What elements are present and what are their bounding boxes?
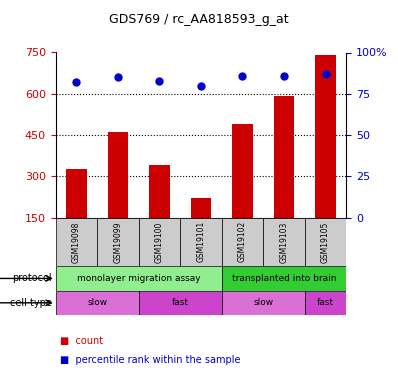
Text: GSM19103: GSM19103 [279,221,289,262]
Bar [97,217,139,266]
Text: ■  count: ■ count [60,336,103,346]
Bar [66,170,87,217]
Bar [149,165,170,218]
Text: transplanted into brain: transplanted into brain [232,274,336,283]
Point [115,74,121,80]
Text: slow: slow [253,298,273,307]
Text: cell type: cell type [10,298,52,308]
Bar [222,291,305,315]
Text: fast: fast [317,298,334,307]
Bar [273,96,295,218]
Bar [191,198,211,217]
Text: GDS769 / rc_AA818593_g_at: GDS769 / rc_AA818593_g_at [109,13,289,26]
Text: ■  percentile rank within the sample: ■ percentile rank within the sample [60,355,240,365]
Point [322,71,329,77]
Bar [263,217,305,266]
Bar [305,291,346,315]
Point [281,73,287,79]
Point [239,73,246,79]
Bar [107,132,128,218]
Bar [222,217,263,266]
Text: GSM19102: GSM19102 [238,221,247,262]
Text: GSM19099: GSM19099 [113,221,123,262]
Text: GSM19100: GSM19100 [155,221,164,262]
Bar [139,217,180,266]
Bar [180,217,222,266]
Bar [56,266,222,291]
Bar [305,217,346,266]
Bar [56,217,97,266]
Text: protocol: protocol [12,273,52,284]
Point [198,82,204,88]
Text: GSM19105: GSM19105 [321,221,330,262]
Point [156,78,163,84]
Text: fast: fast [172,298,189,307]
Bar [139,291,222,315]
Text: monolayer migration assay: monolayer migration assay [77,274,201,283]
Bar [56,291,139,315]
Text: GSM19098: GSM19098 [72,221,81,262]
Text: slow: slow [87,298,107,307]
Bar [315,55,336,217]
Text: GSM19101: GSM19101 [197,221,205,262]
Bar [232,124,253,218]
Bar [222,266,346,291]
Point [73,79,80,85]
